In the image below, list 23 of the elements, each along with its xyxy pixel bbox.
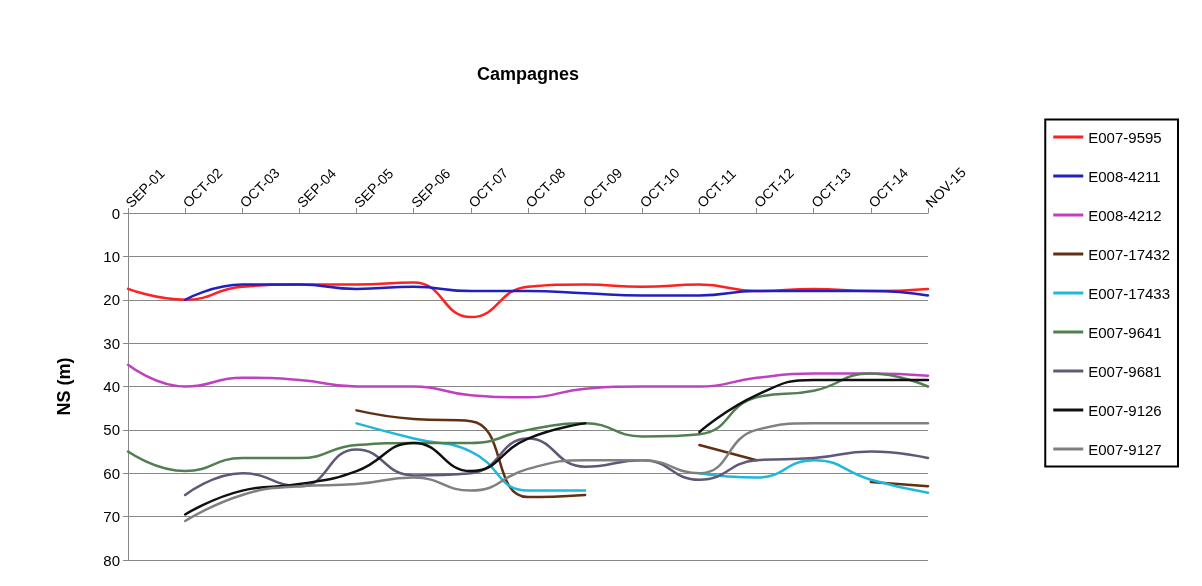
legend-label: E007-9127: [1088, 440, 1162, 458]
y-tick-label: 0: [111, 204, 120, 222]
x-axis-title: Campagnes: [476, 64, 580, 84]
line-series: [126, 363, 930, 399]
y-axis-title: NS (m): [54, 357, 74, 416]
y-tick-label: 50: [103, 421, 120, 439]
y-tick-label: 20: [103, 291, 120, 309]
y-tick-label: 10: [103, 247, 120, 265]
y-tick-label: 40: [103, 378, 120, 395]
legend-label: E007-17432: [1088, 245, 1171, 263]
legend-label: E007-17433: [1088, 284, 1171, 302]
y-tick-label: 70: [103, 508, 120, 526]
line-series: [183, 283, 930, 301]
y-tick-label: 80: [103, 551, 120, 569]
legend-label: E008-4211: [1088, 167, 1161, 185]
legend-label: E007-9595: [1088, 128, 1162, 146]
y-tick-label: 60: [103, 464, 120, 482]
line-series: [126, 372, 930, 473]
y-tick-label: 30: [103, 334, 120, 352]
legend-label: E007-9681: [1088, 362, 1162, 380]
legend-label: E007-9126: [1088, 401, 1162, 419]
legend-label: E007-9641: [1088, 323, 1162, 341]
legend-label: E008-4212: [1088, 206, 1162, 224]
